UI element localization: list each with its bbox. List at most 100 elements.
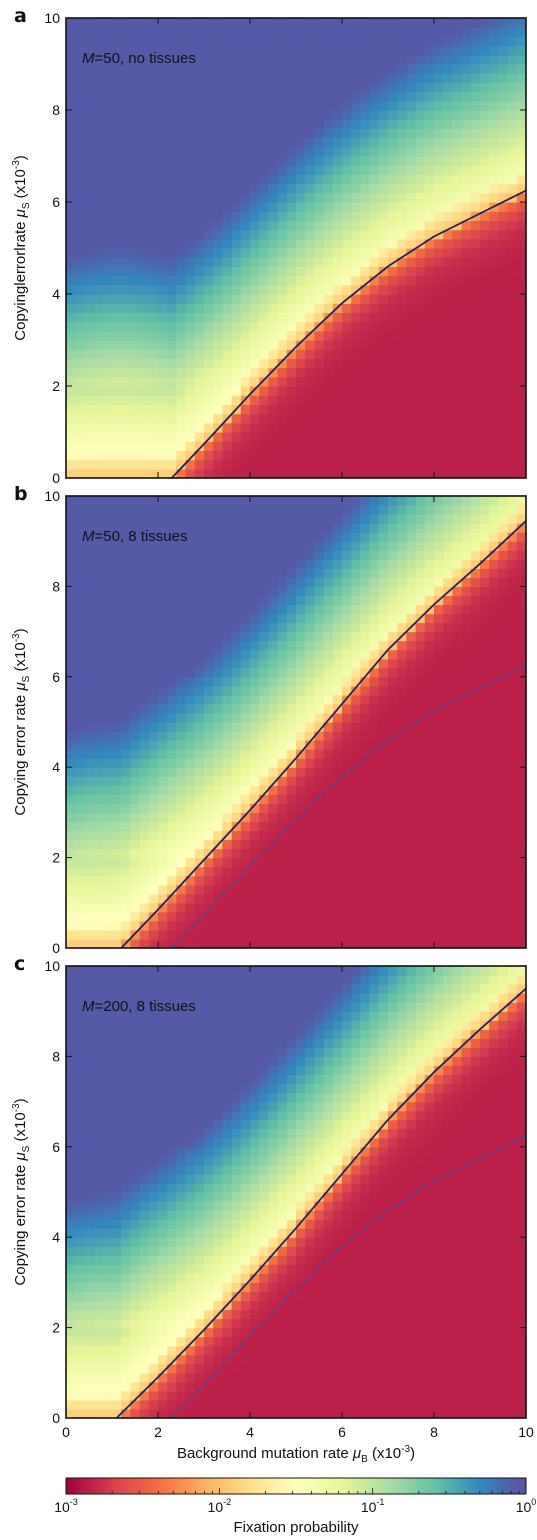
heatmap-cell	[158, 119, 168, 129]
heatmap-cell	[240, 137, 251, 148]
heatmap-cell	[176, 36, 187, 47]
heatmap-cell	[461, 622, 472, 633]
heatmap-cell	[461, 496, 472, 506]
heatmap-cell	[259, 622, 269, 633]
heatmap-cell	[378, 604, 389, 615]
heatmap-cell	[240, 441, 251, 451]
heatmap-cell	[351, 18, 361, 28]
heatmap-cell	[305, 303, 315, 313]
heatmap-cell	[66, 459, 76, 470]
heatmap-cell	[498, 257, 509, 267]
heatmap-cell	[452, 920, 463, 931]
heatmap-cell	[351, 839, 361, 850]
heatmap-cell	[250, 358, 260, 369]
heatmap-cell	[507, 893, 518, 904]
heatmap-cell	[323, 595, 334, 606]
heatmap-cell	[213, 395, 223, 405]
heatmap-cell	[158, 496, 168, 506]
heatmap-cell	[480, 119, 490, 129]
heatmap-cell	[434, 413, 444, 424]
heatmap-cell	[176, 722, 187, 732]
heatmap-cell	[130, 649, 141, 660]
heatmap-cell	[434, 146, 444, 157]
heatmap-cell	[167, 257, 177, 267]
heatmap-cell	[240, 110, 251, 120]
heatmap-cell	[112, 640, 122, 651]
heatmap-cell	[332, 367, 343, 378]
heatmap-cell	[185, 758, 196, 768]
heatmap-cell	[84, 776, 95, 786]
heatmap-cell	[102, 248, 113, 258]
heatmap-cell	[507, 266, 518, 277]
heatmap-cell	[369, 595, 380, 606]
heatmap-cell	[360, 722, 371, 732]
heatmap-cell	[461, 604, 472, 615]
heatmap-cell	[240, 54, 251, 65]
heatmap-cell	[250, 631, 260, 642]
heatmap-cell	[305, 330, 315, 341]
heatmap-cell	[93, 785, 104, 795]
heatmap-cell	[314, 550, 325, 560]
heatmap-cell	[507, 27, 518, 37]
heatmap-cell	[185, 18, 196, 28]
heatmap-cell	[516, 911, 526, 922]
heatmap-cell	[489, 36, 499, 47]
heatmap-cell	[434, 911, 444, 922]
heatmap-cell	[489, 839, 499, 850]
heatmap-cell	[268, 248, 279, 258]
heatmap-cell	[167, 884, 177, 895]
heatmap-cell	[406, 550, 417, 560]
heatmap-cell	[424, 658, 435, 669]
heatmap-cell	[231, 731, 242, 741]
heatmap-cell	[240, 812, 251, 823]
heatmap-cell	[194, 266, 205, 277]
heatmap-cell	[167, 312, 177, 323]
heatmap-cell	[332, 875, 343, 886]
heatmap-cell	[443, 911, 453, 922]
heatmap-cell	[507, 238, 518, 249]
heatmap-cell	[461, 146, 472, 157]
heatmap-cell	[102, 541, 113, 551]
heatmap-cell	[314, 703, 325, 714]
heatmap-cell	[222, 146, 233, 157]
heatmap-cell	[378, 884, 389, 895]
heatmap-cell	[75, 137, 85, 148]
heatmap-cell	[397, 505, 407, 515]
heatmap-cell	[167, 640, 177, 651]
heatmap-cell	[507, 220, 518, 231]
heatmap-cell	[148, 100, 159, 111]
heatmap-cell	[461, 875, 472, 886]
heatmap-cell	[415, 413, 426, 424]
heatmap-cell	[158, 54, 168, 65]
heatmap-cell	[84, 91, 95, 102]
heatmap-cell	[415, 938, 426, 948]
heatmap-cell	[130, 568, 141, 578]
heatmap-cell	[415, 395, 426, 405]
heatmap-cell	[323, 146, 334, 157]
heatmap-cell	[231, 340, 242, 350]
heatmap-cell	[102, 211, 113, 221]
heatmap-cell	[489, 649, 499, 660]
heatmap-cell	[342, 441, 352, 451]
heatmap-cell	[204, 238, 214, 249]
heatmap-cell	[130, 812, 141, 823]
heatmap-cell	[388, 514, 398, 524]
heatmap-cell	[470, 330, 481, 341]
heatmap-cell	[470, 532, 481, 542]
heatmap-cell	[277, 731, 288, 741]
heatmap-cell	[378, 156, 389, 166]
heatmap-cell	[360, 91, 371, 102]
heatmap-cell	[84, 740, 95, 750]
heatmap-cell	[84, 758, 95, 768]
heatmap-cell	[470, 875, 481, 886]
heatmap-cell	[415, 595, 426, 606]
heatmap-cell	[296, 82, 306, 93]
heatmap-cell	[185, 685, 196, 696]
heatmap-cell	[332, 128, 343, 139]
heatmap-cell	[378, 82, 389, 93]
heatmap-cell	[498, 303, 509, 313]
heatmap-cell	[84, 929, 95, 940]
heatmap-cell	[470, 857, 481, 868]
heatmap-cell	[112, 174, 122, 185]
heatmap-cell	[443, 413, 453, 424]
